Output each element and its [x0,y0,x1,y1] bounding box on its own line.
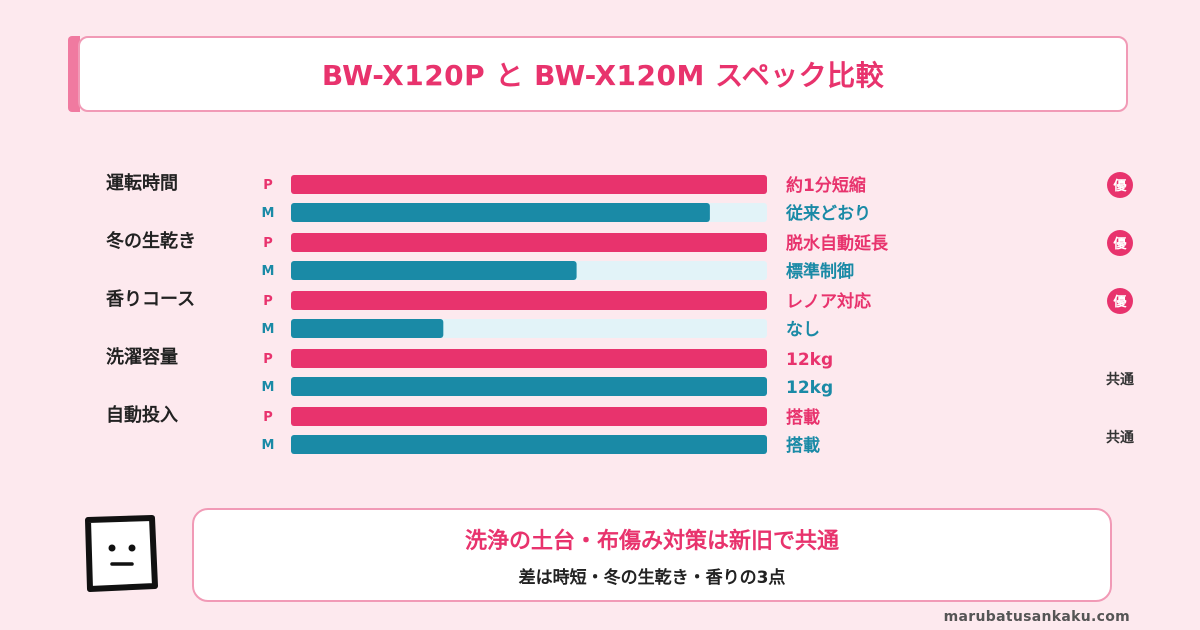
series-label: M [262,206,275,221]
bar [291,319,444,338]
category-label: 運転時間 [106,172,178,194]
bar [291,291,767,310]
summary-box: 洗浄の土台・布傷み対策は新旧で共通 差は時短・冬の生乾き・香りの3点 [192,508,1112,602]
summary-sub-text: 差は時短・冬の生乾き・香りの3点 [518,567,786,588]
series-label: M [262,438,275,453]
verdict-badge [1107,230,1133,256]
value-label: 12kg [786,378,833,398]
bar [291,407,767,426]
verdict-label: 共通 [1106,371,1134,388]
value-label: 約1分短縮 [786,175,866,196]
series-label: P [263,410,273,425]
series-label: P [263,352,273,367]
neutral-face-icon [85,515,158,592]
series-label: M [262,322,275,337]
title-accent-bar [68,36,80,112]
category-label: 洗濯容量 [106,346,178,368]
series-label: M [262,264,275,279]
series-label: P [263,236,273,251]
bar [291,233,767,252]
title-box: BW-X120P と BW-X120M スペック比較 [78,36,1128,112]
bar [291,377,767,396]
value-label: 搭載 [786,407,820,428]
verdict-label: 優 [1112,236,1127,252]
category-label: 香りコース [105,289,195,310]
value-label: 12kg [786,350,833,370]
value-label: レノア対応 [786,291,871,312]
footer-site: marubatusankaku.com [943,609,1130,625]
value-label: 脱水自動延長 [786,233,889,254]
summary-main-text: 洗浄の土台・布傷み対策は新旧で共通 [464,528,839,554]
verdict-badge [1107,172,1133,198]
verdict-label: 優 [1112,294,1127,310]
bar [291,261,577,280]
verdict-label: 優 [1112,178,1127,194]
series-label: P [263,178,273,193]
category-label: 自動投入 [106,404,178,426]
value-label: なし [786,320,820,340]
bar [291,349,767,368]
value-label: 搭載 [786,435,820,456]
verdict-label: 共通 [1106,429,1134,446]
verdict-badge [1107,288,1133,314]
series-label: M [262,380,275,395]
series-label: P [263,294,273,309]
bar [291,203,710,222]
bar [291,175,767,194]
value-label: 従来どおり [785,203,871,224]
bar [291,435,767,454]
value-label: 標準制御 [786,261,854,282]
category-label: 冬の生乾き [106,230,196,252]
page-title: BW-X120P と BW-X120M スペック比較 [321,59,885,92]
